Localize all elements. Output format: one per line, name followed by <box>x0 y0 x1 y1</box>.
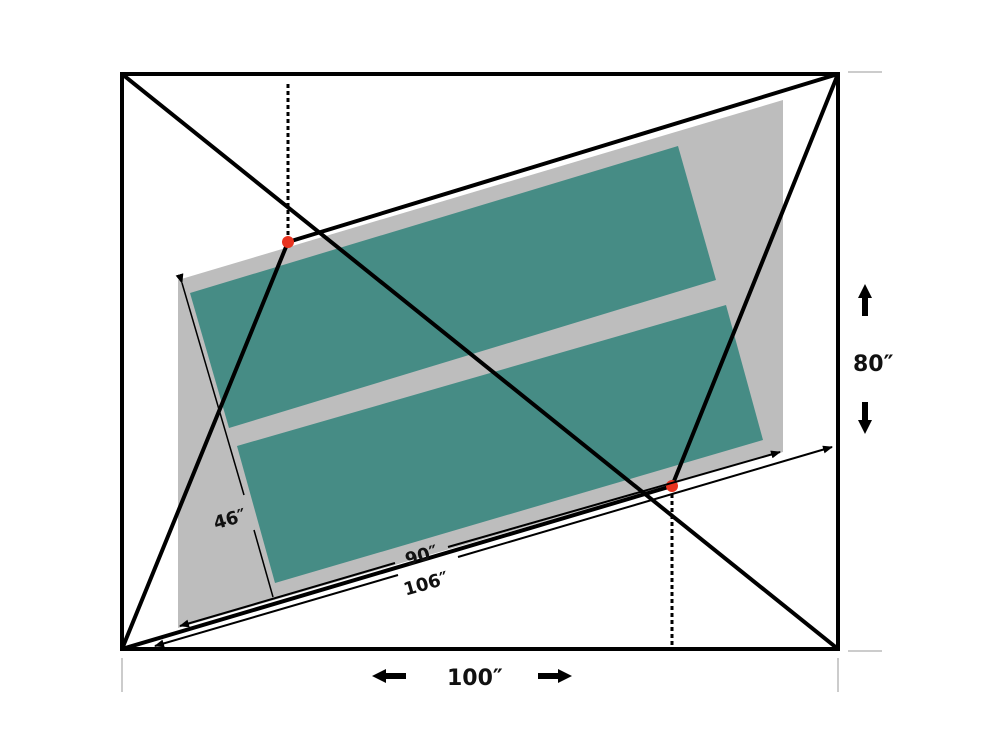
dim-90-line-b <box>447 450 781 548</box>
panel-top <box>190 146 716 428</box>
arrow-right-icon <box>538 669 572 683</box>
dim-106-line-a <box>154 574 399 648</box>
dim-106-line-b <box>457 445 833 558</box>
width-label: 100″ <box>447 666 503 691</box>
marker-point-top <box>282 236 294 248</box>
dim-46-line-a <box>175 273 245 496</box>
diagonal-length-label: 106″ <box>401 568 451 601</box>
arrow-up-icon <box>858 284 872 316</box>
dim-90-line-a <box>179 562 396 628</box>
panel-bottom <box>237 305 763 583</box>
arrow-down-icon <box>858 402 872 434</box>
frame-diagonal <box>120 72 840 651</box>
parallelogram-outline <box>120 72 840 651</box>
arrow-left-icon <box>372 669 406 683</box>
outer-frame <box>120 72 840 651</box>
dim-46-line-b <box>253 529 274 598</box>
height-label: 80″ <box>853 352 894 377</box>
